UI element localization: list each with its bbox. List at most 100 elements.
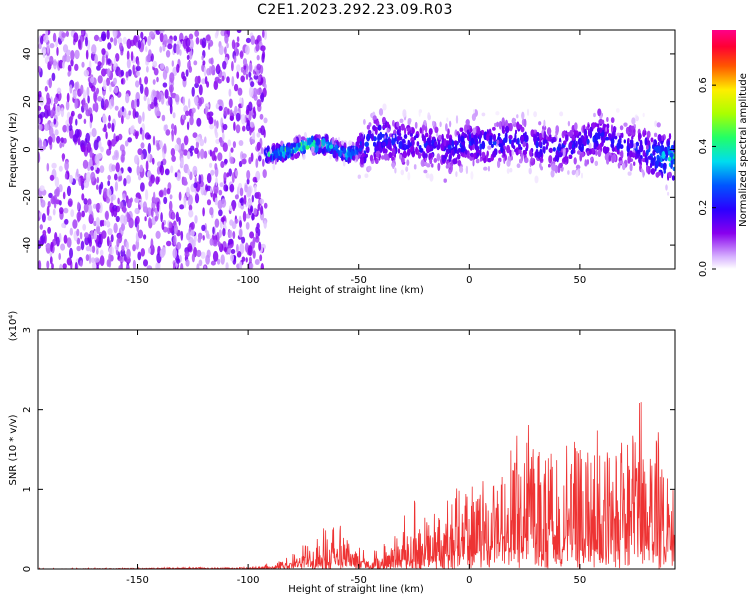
spectrogram-cell bbox=[473, 109, 475, 114]
spectrogram-cell bbox=[248, 71, 252, 78]
spectrogram-cell bbox=[201, 78, 207, 85]
spectrogram-cell bbox=[63, 207, 69, 214]
spectrogram-cell bbox=[245, 73, 249, 80]
spectrogram-cell bbox=[90, 165, 94, 171]
spectrogram-cell bbox=[460, 135, 465, 143]
spectrogram-cell bbox=[240, 113, 246, 125]
spectrogram-cell bbox=[342, 147, 347, 155]
spectrogram-cell bbox=[248, 101, 253, 112]
spectrogram-cell bbox=[669, 152, 674, 158]
spectrogram-cell bbox=[355, 146, 359, 151]
spectrogram-cell bbox=[221, 75, 225, 82]
spectrogram-cell bbox=[192, 165, 198, 176]
spectrogram-cell bbox=[230, 254, 234, 262]
spectrogram-cell bbox=[472, 159, 475, 167]
spectrogram-cell bbox=[38, 260, 42, 269]
spectrogram-cell bbox=[261, 53, 265, 63]
spectrogram-cell bbox=[182, 180, 188, 186]
spectrogram-cell bbox=[239, 97, 243, 104]
spectrogram-cell bbox=[584, 134, 587, 143]
spectrogram-cell bbox=[258, 155, 262, 162]
colorbar-tick-label: 0.4 bbox=[698, 138, 709, 154]
spectrogram-cell bbox=[418, 109, 422, 113]
spectrogram-cell bbox=[655, 145, 660, 154]
spectrogram-cell bbox=[645, 149, 649, 156]
spectrogram-cell bbox=[252, 250, 256, 259]
spectrogram-cell bbox=[631, 135, 634, 140]
spectrogram-cell bbox=[239, 187, 244, 197]
spectrogram-cell bbox=[523, 118, 527, 128]
spectrogram-cell bbox=[347, 146, 351, 152]
spectrogram-cell bbox=[100, 98, 105, 110]
spectrogram-cell bbox=[42, 229, 47, 236]
spectrogram-cell bbox=[429, 158, 433, 165]
spectrogram-cell bbox=[543, 139, 548, 144]
spectrogram-cell bbox=[513, 137, 516, 143]
spectrogram-cell bbox=[231, 39, 236, 50]
spectrogram-cell bbox=[483, 166, 488, 171]
spectrogram-cell bbox=[527, 108, 529, 116]
spectrogram-cell bbox=[431, 163, 434, 168]
spectrogram-cell bbox=[148, 180, 153, 187]
spectrogram-cell bbox=[209, 149, 213, 157]
spectrogram-cell bbox=[481, 151, 486, 159]
spectrogram-cell bbox=[486, 150, 489, 157]
spectrogram-cell bbox=[163, 143, 167, 154]
spectrogram-cell bbox=[454, 129, 458, 137]
spectrogram-cell bbox=[193, 182, 198, 189]
spectrogram-cell bbox=[70, 209, 75, 218]
spectrogram-cell bbox=[539, 157, 544, 162]
spectrogram-cell bbox=[61, 32, 67, 38]
spectrogram-cell bbox=[200, 251, 206, 259]
spectrogram-cell bbox=[252, 87, 258, 97]
spectrogram-cell bbox=[83, 198, 88, 205]
spectrogram-cell bbox=[252, 238, 256, 249]
spectrogram-cell bbox=[424, 161, 428, 166]
spectrogram-cell bbox=[113, 208, 118, 218]
spectrogram-cell bbox=[248, 157, 252, 165]
spectrogram-cell bbox=[105, 131, 108, 140]
spectrogram-cell bbox=[207, 42, 211, 50]
spectrogram-cell bbox=[247, 245, 253, 257]
spectrogram-cell bbox=[605, 126, 608, 132]
spectrogram-cell bbox=[429, 152, 433, 159]
spectrogram-cell bbox=[101, 54, 105, 66]
spectrogram-cell bbox=[574, 122, 578, 131]
spectrogram-cell bbox=[274, 158, 277, 165]
spectrogram-cell bbox=[644, 137, 648, 146]
spectrogram-cell bbox=[229, 115, 234, 121]
spectrogram-cell bbox=[367, 165, 372, 172]
spectrogram-cell bbox=[204, 136, 207, 144]
spectrogram-cell bbox=[538, 141, 542, 148]
spectrogram-cell bbox=[74, 49, 80, 60]
spectrogram-cell bbox=[406, 159, 410, 166]
spectrogram-cell bbox=[661, 135, 664, 141]
spectrogram-cell bbox=[355, 154, 359, 162]
spectrogram-cell bbox=[573, 129, 577, 137]
spectrogram-cell bbox=[423, 169, 428, 174]
snr-x-tick-label: -150 bbox=[126, 575, 149, 586]
spectrogram-cell bbox=[198, 97, 203, 107]
spectrogram-cell bbox=[113, 222, 118, 234]
spectrogram-axes: -150 -100 -50 0 50 -40 -20 0 20 40 bbox=[22, 30, 675, 286]
spectrogram-cell bbox=[153, 67, 159, 76]
spectrogram-cell bbox=[223, 106, 229, 117]
spectrogram-cell bbox=[365, 153, 368, 158]
spectrogram-cell bbox=[159, 30, 165, 34]
spectrogram-cell bbox=[501, 117, 505, 126]
spectrogram-cell bbox=[630, 125, 635, 131]
spectrogram-cell bbox=[101, 31, 107, 41]
spectrogram-cell bbox=[573, 140, 576, 147]
spectrogram-cell bbox=[472, 127, 477, 136]
spectrogram-cell bbox=[229, 219, 234, 226]
spectrogram-cell bbox=[74, 63, 79, 71]
spectrogram-cell bbox=[466, 129, 470, 135]
spectrogram-cell bbox=[627, 155, 631, 164]
spectrogram-cell bbox=[556, 155, 559, 163]
spectrogram-cell bbox=[110, 96, 114, 107]
spectrogram-cell bbox=[256, 141, 261, 151]
spectrogram-cell bbox=[274, 151, 279, 159]
spectrogram-cell bbox=[148, 49, 152, 58]
spectrogram-cell bbox=[50, 96, 53, 106]
spectrogram-cell bbox=[232, 204, 236, 212]
